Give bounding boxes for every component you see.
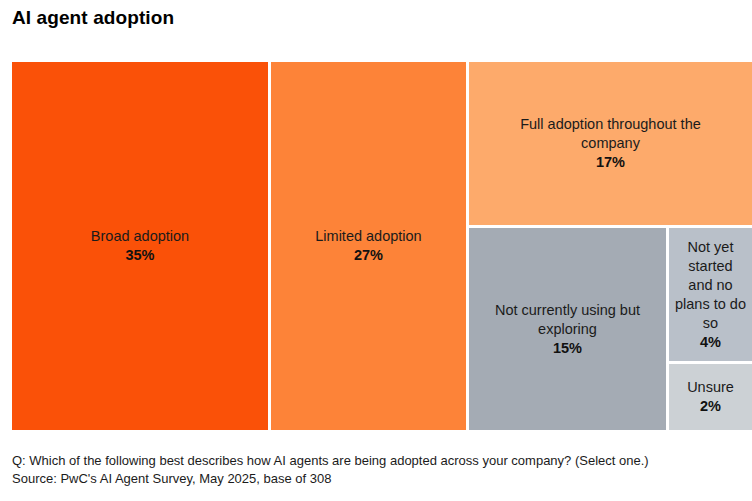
tile-value: 15% <box>483 339 652 358</box>
tile-value: 4% <box>675 333 746 352</box>
tile-value: 17% <box>497 153 724 172</box>
tile-value: 2% <box>687 397 734 416</box>
treemap-chart: Broad adoption 35% Limited adoption 27% … <box>12 62 752 430</box>
tile-label: Unsure <box>687 378 734 397</box>
tile-label: Limited adoption <box>315 227 421 246</box>
tile-text: Not yet started and no plans to do so 4% <box>675 238 746 352</box>
treemap-right-group: Full adoption throughout the company 17%… <box>469 62 752 430</box>
tile-text: Unsure 2% <box>687 378 734 416</box>
treemap-tile-limited-adoption: Limited adoption 27% <box>271 62 466 430</box>
tile-text: Full adoption throughout the company 17% <box>497 115 724 172</box>
tile-label: Full adoption throughout the company <box>497 115 724 153</box>
treemap-tile-full-adoption: Full adoption throughout the company 17% <box>469 62 752 225</box>
source-text: Source: PwC's AI Agent Survey, May 2025,… <box>12 470 742 488</box>
treemap-tile-not-yet-started: Not yet started and no plans to do so 4% <box>669 228 752 361</box>
treemap-tile-unsure: Unsure 2% <box>669 364 752 430</box>
question-text: Q: Which of the following best describes… <box>12 452 742 470</box>
tile-value: 27% <box>315 246 421 265</box>
tile-value: 35% <box>91 246 189 265</box>
treemap-lower-row: Not currently using but exploring 15% No… <box>469 228 752 430</box>
tile-text: Limited adoption 27% <box>315 227 421 265</box>
tile-label: Not currently using but exploring <box>483 301 652 339</box>
treemap-small-column: Not yet started and no plans to do so 4%… <box>669 228 752 430</box>
tile-text: Not currently using but exploring 15% <box>483 301 652 358</box>
tile-label: Not yet started and no plans to do so <box>675 238 746 333</box>
treemap-tile-broad-adoption: Broad adoption 35% <box>12 62 268 430</box>
tile-label: Broad adoption <box>91 227 189 246</box>
tile-text: Broad adoption 35% <box>91 227 189 265</box>
footnote: Q: Which of the following best describes… <box>12 452 742 488</box>
page-title: AI agent adoption <box>12 7 174 29</box>
treemap-tile-not-currently-using: Not currently using but exploring 15% <box>469 228 666 430</box>
